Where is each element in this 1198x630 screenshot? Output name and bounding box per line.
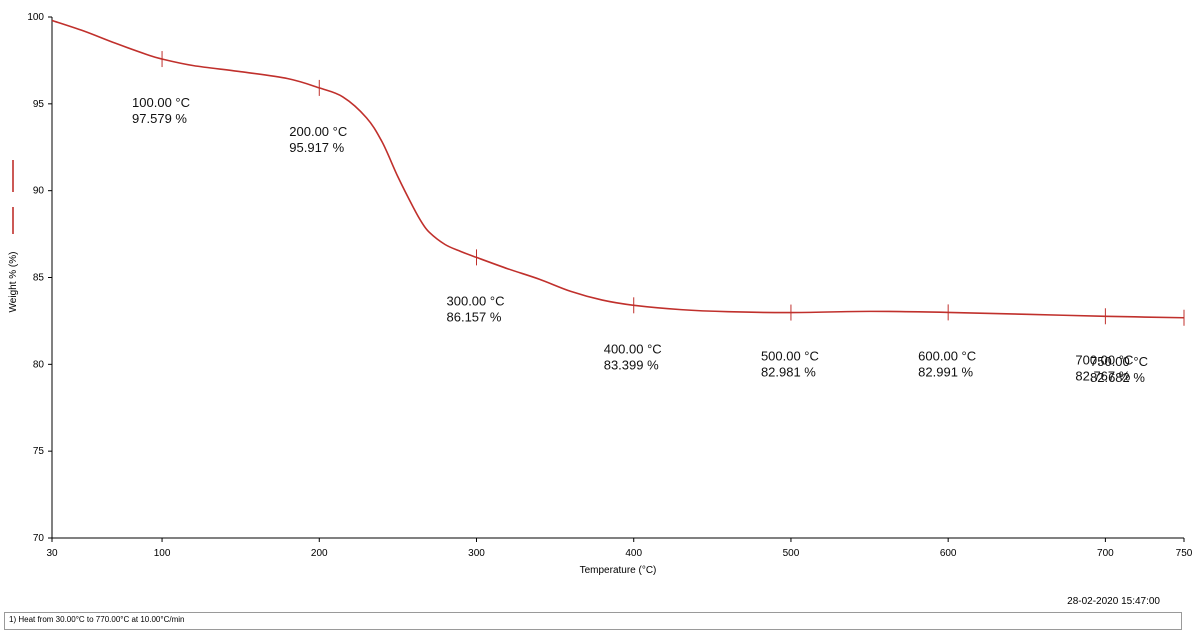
marker-weight-label: 82.981 % — [761, 365, 816, 380]
x-tick-label: 600 — [940, 548, 957, 559]
timestamp: 28-02-2020 15:47:00 — [1067, 596, 1160, 607]
marker-weight-label: 95.917 % — [289, 140, 344, 155]
axes: 70 75 80 85 90 95 100 30 100 200 300 400 500 600 700 75… — [8, 12, 1193, 576]
marker-weight-label: 82.991 % — [918, 364, 973, 379]
y-tick-label: 70 — [33, 533, 45, 544]
marker-weight-label: 82.767 % — [1075, 368, 1130, 383]
x-tick-label: 300 — [468, 548, 485, 559]
marker-weight-label: 82.682 % — [1090, 370, 1145, 385]
x-tick-label: 100 — [154, 548, 171, 559]
x-tick-label: 400 — [625, 548, 642, 559]
y-tick-label: 90 — [33, 186, 45, 197]
y-tick-label: 95 — [33, 99, 45, 110]
y-axis-title: Weight % (%) — [8, 252, 19, 313]
x-tick-label: 500 — [783, 548, 800, 559]
y-tick-label: 75 — [33, 446, 45, 457]
annotation-layer: 100.00 °C97.579 % 200.00 °C95.917 % 300.00… — [132, 95, 1148, 385]
weight-series-line — [51, 19, 1185, 319]
marker-weight-label: 97.579 % — [132, 111, 187, 126]
x-tick-label: 750 — [1176, 548, 1193, 559]
marker-temp-label: 400.00 °C — [604, 341, 662, 356]
marker-temp-label: 700.00 °C — [1075, 352, 1133, 367]
y-tick-label: 100 — [27, 12, 44, 23]
x-tick-label: 30 — [46, 548, 58, 559]
x-axis-title: Temperature (°C) — [580, 565, 657, 576]
marker-weight-label: 86.157 % — [447, 309, 502, 324]
marker-layer — [161, 51, 1185, 326]
y-tick-label: 80 — [33, 359, 45, 370]
y-tick-label: 85 — [33, 273, 45, 284]
marker-temp-label: 600.00 °C — [918, 348, 976, 363]
series-layer — [51, 19, 1185, 319]
marker-temp-label: 750.00 °C — [1090, 354, 1148, 369]
marker-weight-label: 83.399 % — [604, 357, 659, 372]
marker-temp-label: 200.00 °C — [289, 124, 347, 139]
marker-temp-label: 100.00 °C — [132, 95, 190, 110]
method-box: 1) Heat from 30.00°C to 770.00°C at 10.0… — [4, 612, 1182, 630]
x-tick-label: 700 — [1097, 548, 1114, 559]
marker-temp-label: 500.00 °C — [761, 349, 819, 364]
marker-temp-label: 300.00 °C — [447, 293, 505, 308]
x-tick-label: 200 — [311, 548, 328, 559]
